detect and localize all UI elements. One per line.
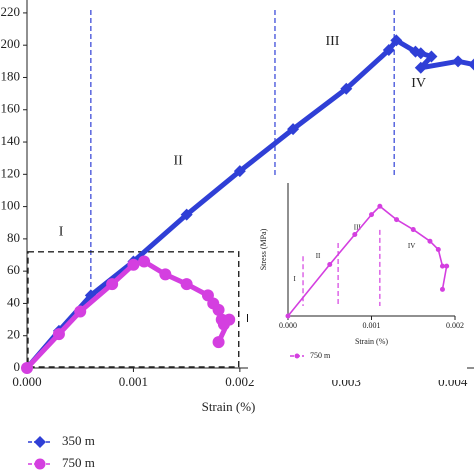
y-tick-label: 60 xyxy=(7,262,20,277)
data-point xyxy=(159,268,172,281)
region-label: IV xyxy=(411,76,426,91)
data-point xyxy=(439,286,445,292)
y-tick-label: 120 xyxy=(1,165,21,180)
legend-label: 350 m xyxy=(62,433,95,448)
data-point xyxy=(377,203,383,209)
region-label: II xyxy=(173,154,183,169)
region-label: IV xyxy=(408,242,415,250)
data-point xyxy=(340,82,353,95)
data-point xyxy=(468,58,474,71)
data-point xyxy=(127,258,140,271)
data-point xyxy=(369,212,374,218)
y-tick-label: 140 xyxy=(1,133,21,148)
x-tick-label: 0.000 xyxy=(12,374,41,389)
legend-marker xyxy=(34,436,46,448)
region-label: I xyxy=(294,275,297,283)
data-point xyxy=(180,208,193,221)
region-label: I xyxy=(59,225,64,240)
data-point xyxy=(223,313,236,326)
data-point xyxy=(52,328,65,341)
data-point xyxy=(233,165,246,178)
data-point xyxy=(444,263,450,269)
y-tick-label: 100 xyxy=(1,198,21,213)
series-line xyxy=(25,258,232,370)
data-point xyxy=(352,232,358,238)
x-axis-label: Strain (%) xyxy=(355,337,388,346)
data-point xyxy=(138,255,151,268)
data-point xyxy=(452,55,465,68)
data-point xyxy=(414,47,427,60)
data-point xyxy=(212,336,225,349)
data-point xyxy=(390,34,403,47)
inset-background xyxy=(248,175,467,380)
region-label: III xyxy=(325,34,339,49)
region-label: II xyxy=(316,252,321,260)
zoom-box xyxy=(27,251,240,368)
y-tick-label: 0 xyxy=(14,359,21,374)
x-axis-label: Strain (%) xyxy=(202,399,256,414)
legend-marker xyxy=(294,353,300,359)
x-tick-label: 0.001 xyxy=(363,321,381,330)
data-point xyxy=(180,278,193,291)
region-label: III xyxy=(354,223,362,231)
data-point xyxy=(439,263,445,269)
x-tick-label: 0.001 xyxy=(119,374,148,389)
x-tick-label: 0.002 xyxy=(446,321,464,330)
data-point xyxy=(382,44,395,57)
data-point xyxy=(435,247,441,252)
data-point xyxy=(212,303,225,316)
y-tick-label: 220 xyxy=(1,4,21,19)
data-point xyxy=(410,227,416,233)
legend-label: 750 m xyxy=(310,351,331,360)
data-point xyxy=(327,261,333,267)
data-point xyxy=(106,278,119,291)
y-tick-label: 200 xyxy=(1,36,21,51)
data-point xyxy=(287,123,300,136)
data-point xyxy=(285,313,291,319)
x-tick-label: 0.002 xyxy=(225,374,254,389)
y-tick-label: 40 xyxy=(7,294,20,309)
data-point xyxy=(427,238,433,244)
data-point xyxy=(425,50,438,63)
y-tick-label: 80 xyxy=(7,230,20,245)
data-point xyxy=(394,217,400,223)
y-axis-label: Stress (MPa) xyxy=(259,228,268,270)
x-tick-label: 0.000 xyxy=(279,321,297,330)
legend-marker xyxy=(34,458,46,470)
data-point xyxy=(74,305,87,318)
y-tick-label: 180 xyxy=(1,68,21,83)
y-tick-label: 160 xyxy=(1,101,21,116)
data-point xyxy=(414,61,427,74)
legend-label: 750 m xyxy=(62,455,95,470)
data-point xyxy=(21,362,33,374)
y-tick-label: 20 xyxy=(7,327,20,342)
